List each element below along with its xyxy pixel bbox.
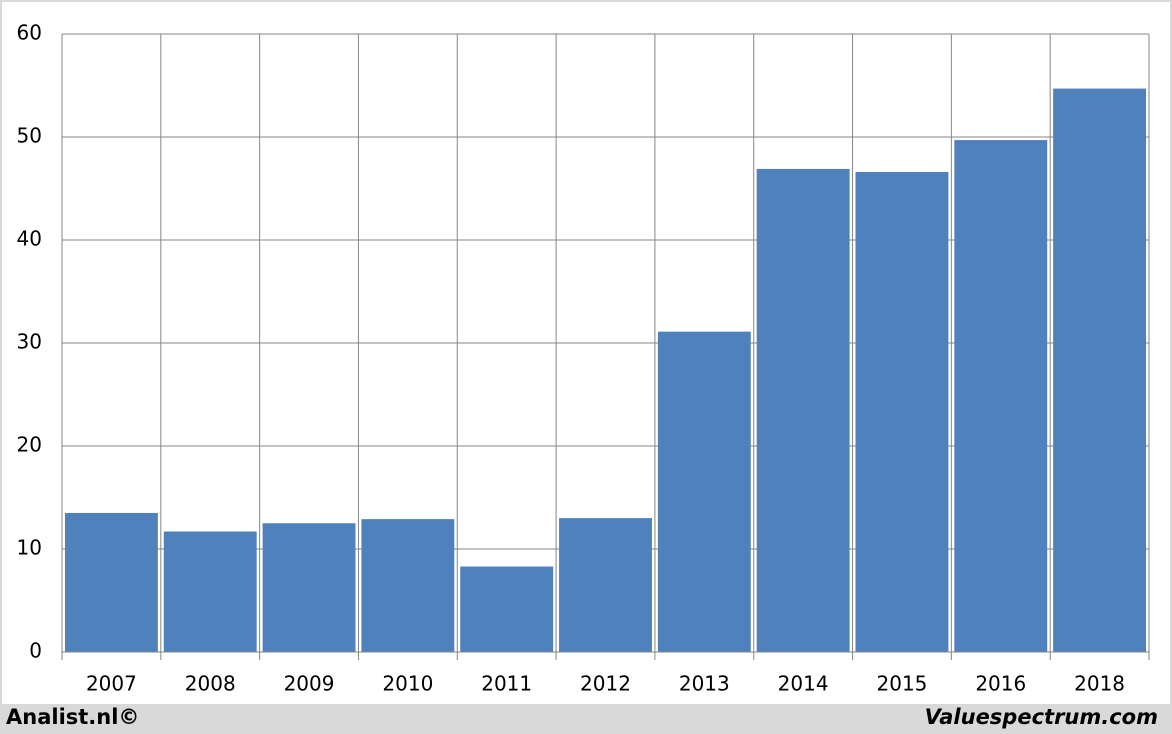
bar — [361, 519, 455, 652]
x-tick-label: 2014 — [778, 672, 829, 696]
x-tick-label: 2008 — [185, 672, 236, 696]
footer-right: Valuespectrum.com — [925, 705, 1158, 729]
bar — [855, 172, 949, 652]
bar — [1053, 88, 1147, 653]
bar — [954, 140, 1048, 652]
bar — [559, 518, 652, 652]
x-tick-label: 2011 — [481, 672, 532, 696]
bar — [64, 512, 158, 652]
y-tick-label: 40 — [17, 227, 42, 251]
y-tick-label: 60 — [17, 21, 42, 45]
x-tick-label: 2016 — [975, 672, 1026, 696]
x-tick-label: 2012 — [580, 672, 631, 696]
bar — [657, 331, 751, 652]
x-tick-label: 2010 — [382, 672, 433, 696]
bar — [262, 523, 356, 652]
bar — [460, 566, 554, 652]
y-tick-label: 20 — [17, 433, 42, 457]
y-tick-label: 50 — [17, 124, 42, 148]
footer-left: Analist.nl© — [6, 705, 139, 729]
x-tick-label: 2007 — [86, 672, 137, 696]
y-tick-label: 30 — [17, 330, 42, 354]
bar — [756, 168, 850, 652]
y-tick-label: 10 — [17, 536, 42, 560]
footer-band — [0, 704, 1172, 734]
bar — [163, 531, 257, 652]
x-tick-label: 2009 — [284, 672, 335, 696]
x-tick-label: 2018 — [1074, 672, 1125, 696]
y-tick-label: 0 — [29, 639, 42, 663]
x-tick-label: 2015 — [877, 672, 928, 696]
x-tick-label: 2013 — [679, 672, 730, 696]
